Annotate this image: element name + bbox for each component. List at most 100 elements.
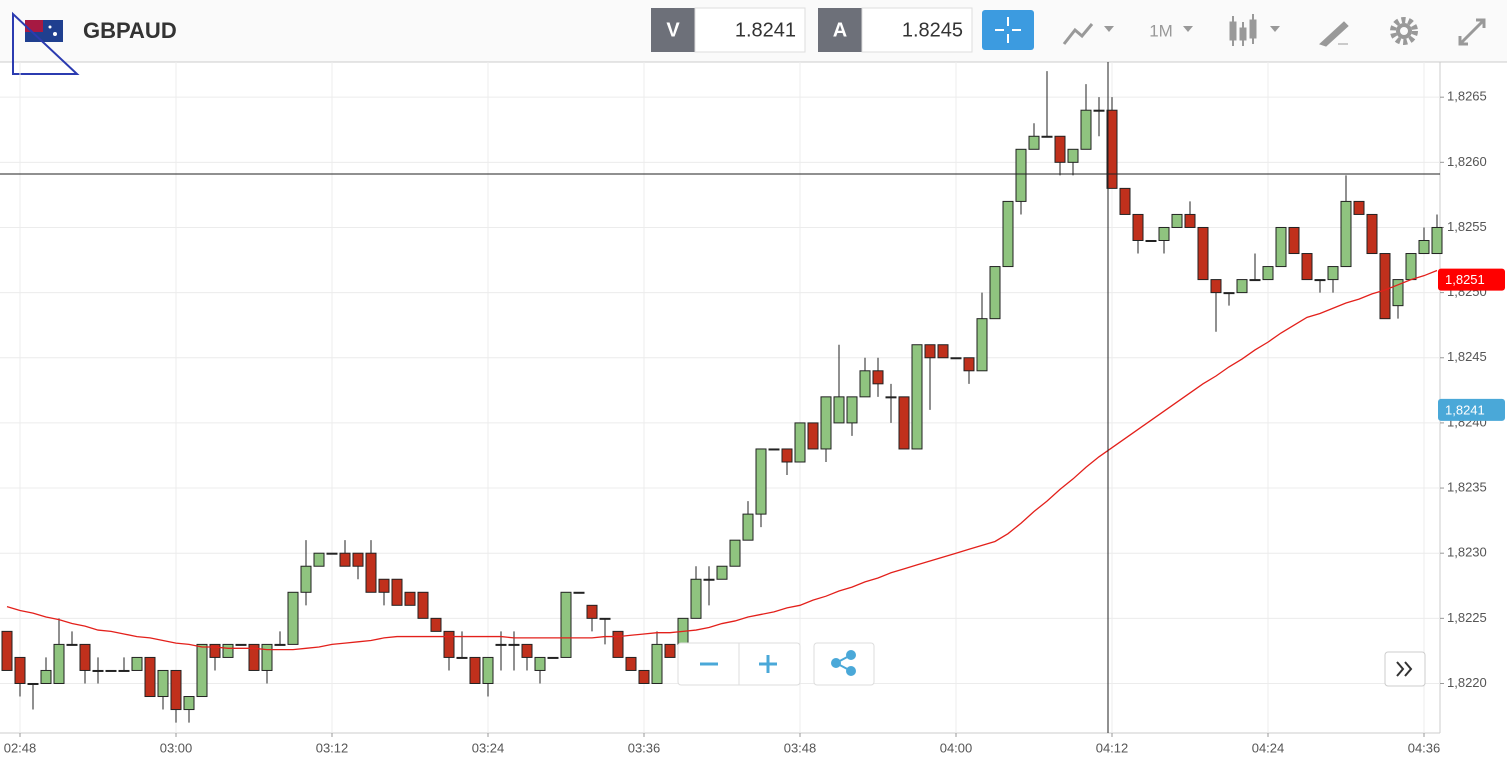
candle-body bbox=[313, 552, 325, 567]
candle-body bbox=[612, 630, 624, 658]
candle-body bbox=[287, 591, 299, 645]
candle-body bbox=[1054, 135, 1066, 163]
candle-body bbox=[1262, 266, 1274, 281]
candle-body bbox=[183, 696, 195, 711]
candle-body bbox=[885, 396, 897, 399]
candle-body bbox=[521, 643, 533, 658]
candle-body bbox=[508, 643, 520, 646]
candle-body bbox=[14, 656, 26, 684]
candle-body bbox=[326, 552, 338, 555]
share-button[interactable] bbox=[831, 650, 856, 676]
candle-body bbox=[456, 656, 468, 659]
candle-body bbox=[1418, 239, 1430, 255]
candle-body bbox=[1041, 135, 1053, 138]
candle-body bbox=[1301, 253, 1313, 281]
candle-body bbox=[391, 578, 403, 606]
candle-body bbox=[651, 643, 663, 684]
candle-body bbox=[1236, 279, 1248, 294]
candle-body bbox=[859, 370, 871, 398]
candle-body bbox=[534, 656, 546, 671]
candle-body bbox=[105, 669, 117, 672]
candle-body bbox=[443, 630, 455, 658]
candle-body bbox=[1132, 213, 1144, 241]
candle-body bbox=[222, 643, 234, 658]
draw-tools[interactable] bbox=[1319, 21, 1349, 47]
chart-type-button[interactable] bbox=[1062, 23, 1114, 45]
zoom-in[interactable] bbox=[759, 655, 777, 673]
bid-button[interactable] bbox=[651, 8, 695, 52]
ask-button[interactable] bbox=[818, 8, 862, 52]
fullscreen-button[interactable] bbox=[1458, 18, 1486, 46]
candle-body bbox=[274, 643, 286, 646]
y-tick-label: 1,8230 bbox=[1447, 545, 1487, 560]
candle-body bbox=[1405, 253, 1417, 281]
candle-body bbox=[352, 552, 364, 567]
candle-type-button[interactable] bbox=[1229, 14, 1280, 46]
candle-body bbox=[586, 604, 598, 619]
candle-body bbox=[755, 448, 767, 515]
candle-body bbox=[469, 656, 481, 684]
candle-body bbox=[170, 669, 182, 711]
crosshair-button[interactable] bbox=[982, 10, 1034, 50]
candle-body bbox=[1431, 226, 1443, 255]
candle-body bbox=[560, 591, 572, 658]
x-tick-label: 04:12 bbox=[1096, 740, 1129, 755]
y-tick-label: 1,8255 bbox=[1447, 219, 1487, 234]
bid-box bbox=[694, 7, 806, 53]
scroll-to-end[interactable] bbox=[1396, 661, 1413, 677]
candle-body bbox=[963, 357, 975, 372]
y-tick-label: 1,8260 bbox=[1447, 154, 1487, 169]
candle-body bbox=[911, 344, 923, 450]
candle-body bbox=[144, 656, 156, 698]
candle-body bbox=[690, 578, 702, 619]
candle-body bbox=[1379, 253, 1391, 320]
candle-body bbox=[1366, 213, 1378, 255]
candle-body bbox=[625, 656, 637, 671]
candle-body bbox=[209, 643, 221, 658]
candle-body bbox=[1197, 226, 1209, 281]
candle-body bbox=[118, 669, 130, 672]
candle-body bbox=[261, 643, 273, 671]
candle-body bbox=[807, 422, 819, 450]
candle-body bbox=[53, 643, 65, 684]
candle-body bbox=[1145, 239, 1157, 242]
candle-body bbox=[820, 396, 832, 450]
candle-body bbox=[482, 656, 494, 684]
candle-body bbox=[248, 643, 260, 671]
timeframe[interactable]: 1M bbox=[1149, 21, 1173, 40]
candle-body bbox=[1067, 148, 1079, 163]
candle-body bbox=[547, 656, 559, 659]
candle-body bbox=[794, 422, 806, 463]
candle-body bbox=[1184, 213, 1196, 228]
price-badge-label: 1,8241 bbox=[1445, 402, 1485, 417]
candle-body bbox=[1210, 279, 1222, 294]
price-badge bbox=[1438, 398, 1505, 421]
x-tick-label: 04:00 bbox=[940, 740, 973, 755]
candle-body bbox=[664, 643, 676, 658]
candle-body bbox=[573, 591, 585, 594]
candle-body bbox=[1106, 109, 1118, 189]
y-tick-label: 1,8235 bbox=[1447, 479, 1487, 494]
candle-body bbox=[430, 617, 442, 632]
timeframe-arrow bbox=[1183, 26, 1193, 32]
candle-body bbox=[1093, 109, 1105, 112]
candle-body bbox=[1171, 213, 1183, 228]
candle-body bbox=[300, 565, 312, 593]
candle-body bbox=[833, 396, 845, 424]
candle-body bbox=[1015, 148, 1027, 202]
bid-price: 1.8241 bbox=[735, 19, 796, 41]
ask-price: 1.8245 bbox=[902, 19, 963, 41]
x-tick-label: 03:24 bbox=[472, 740, 505, 755]
candle-body bbox=[872, 370, 884, 385]
candle-body bbox=[495, 643, 507, 646]
candle-body bbox=[339, 552, 351, 567]
x-tick-label: 03:00 bbox=[160, 740, 193, 755]
price-badge bbox=[1438, 268, 1505, 291]
candle-body bbox=[40, 669, 52, 684]
settings-button[interactable] bbox=[1390, 17, 1418, 45]
ask-label: A bbox=[833, 19, 847, 41]
x-tick-label: 03:48 bbox=[784, 740, 817, 755]
candle-body bbox=[742, 513, 754, 541]
bid-label: V bbox=[666, 19, 680, 41]
